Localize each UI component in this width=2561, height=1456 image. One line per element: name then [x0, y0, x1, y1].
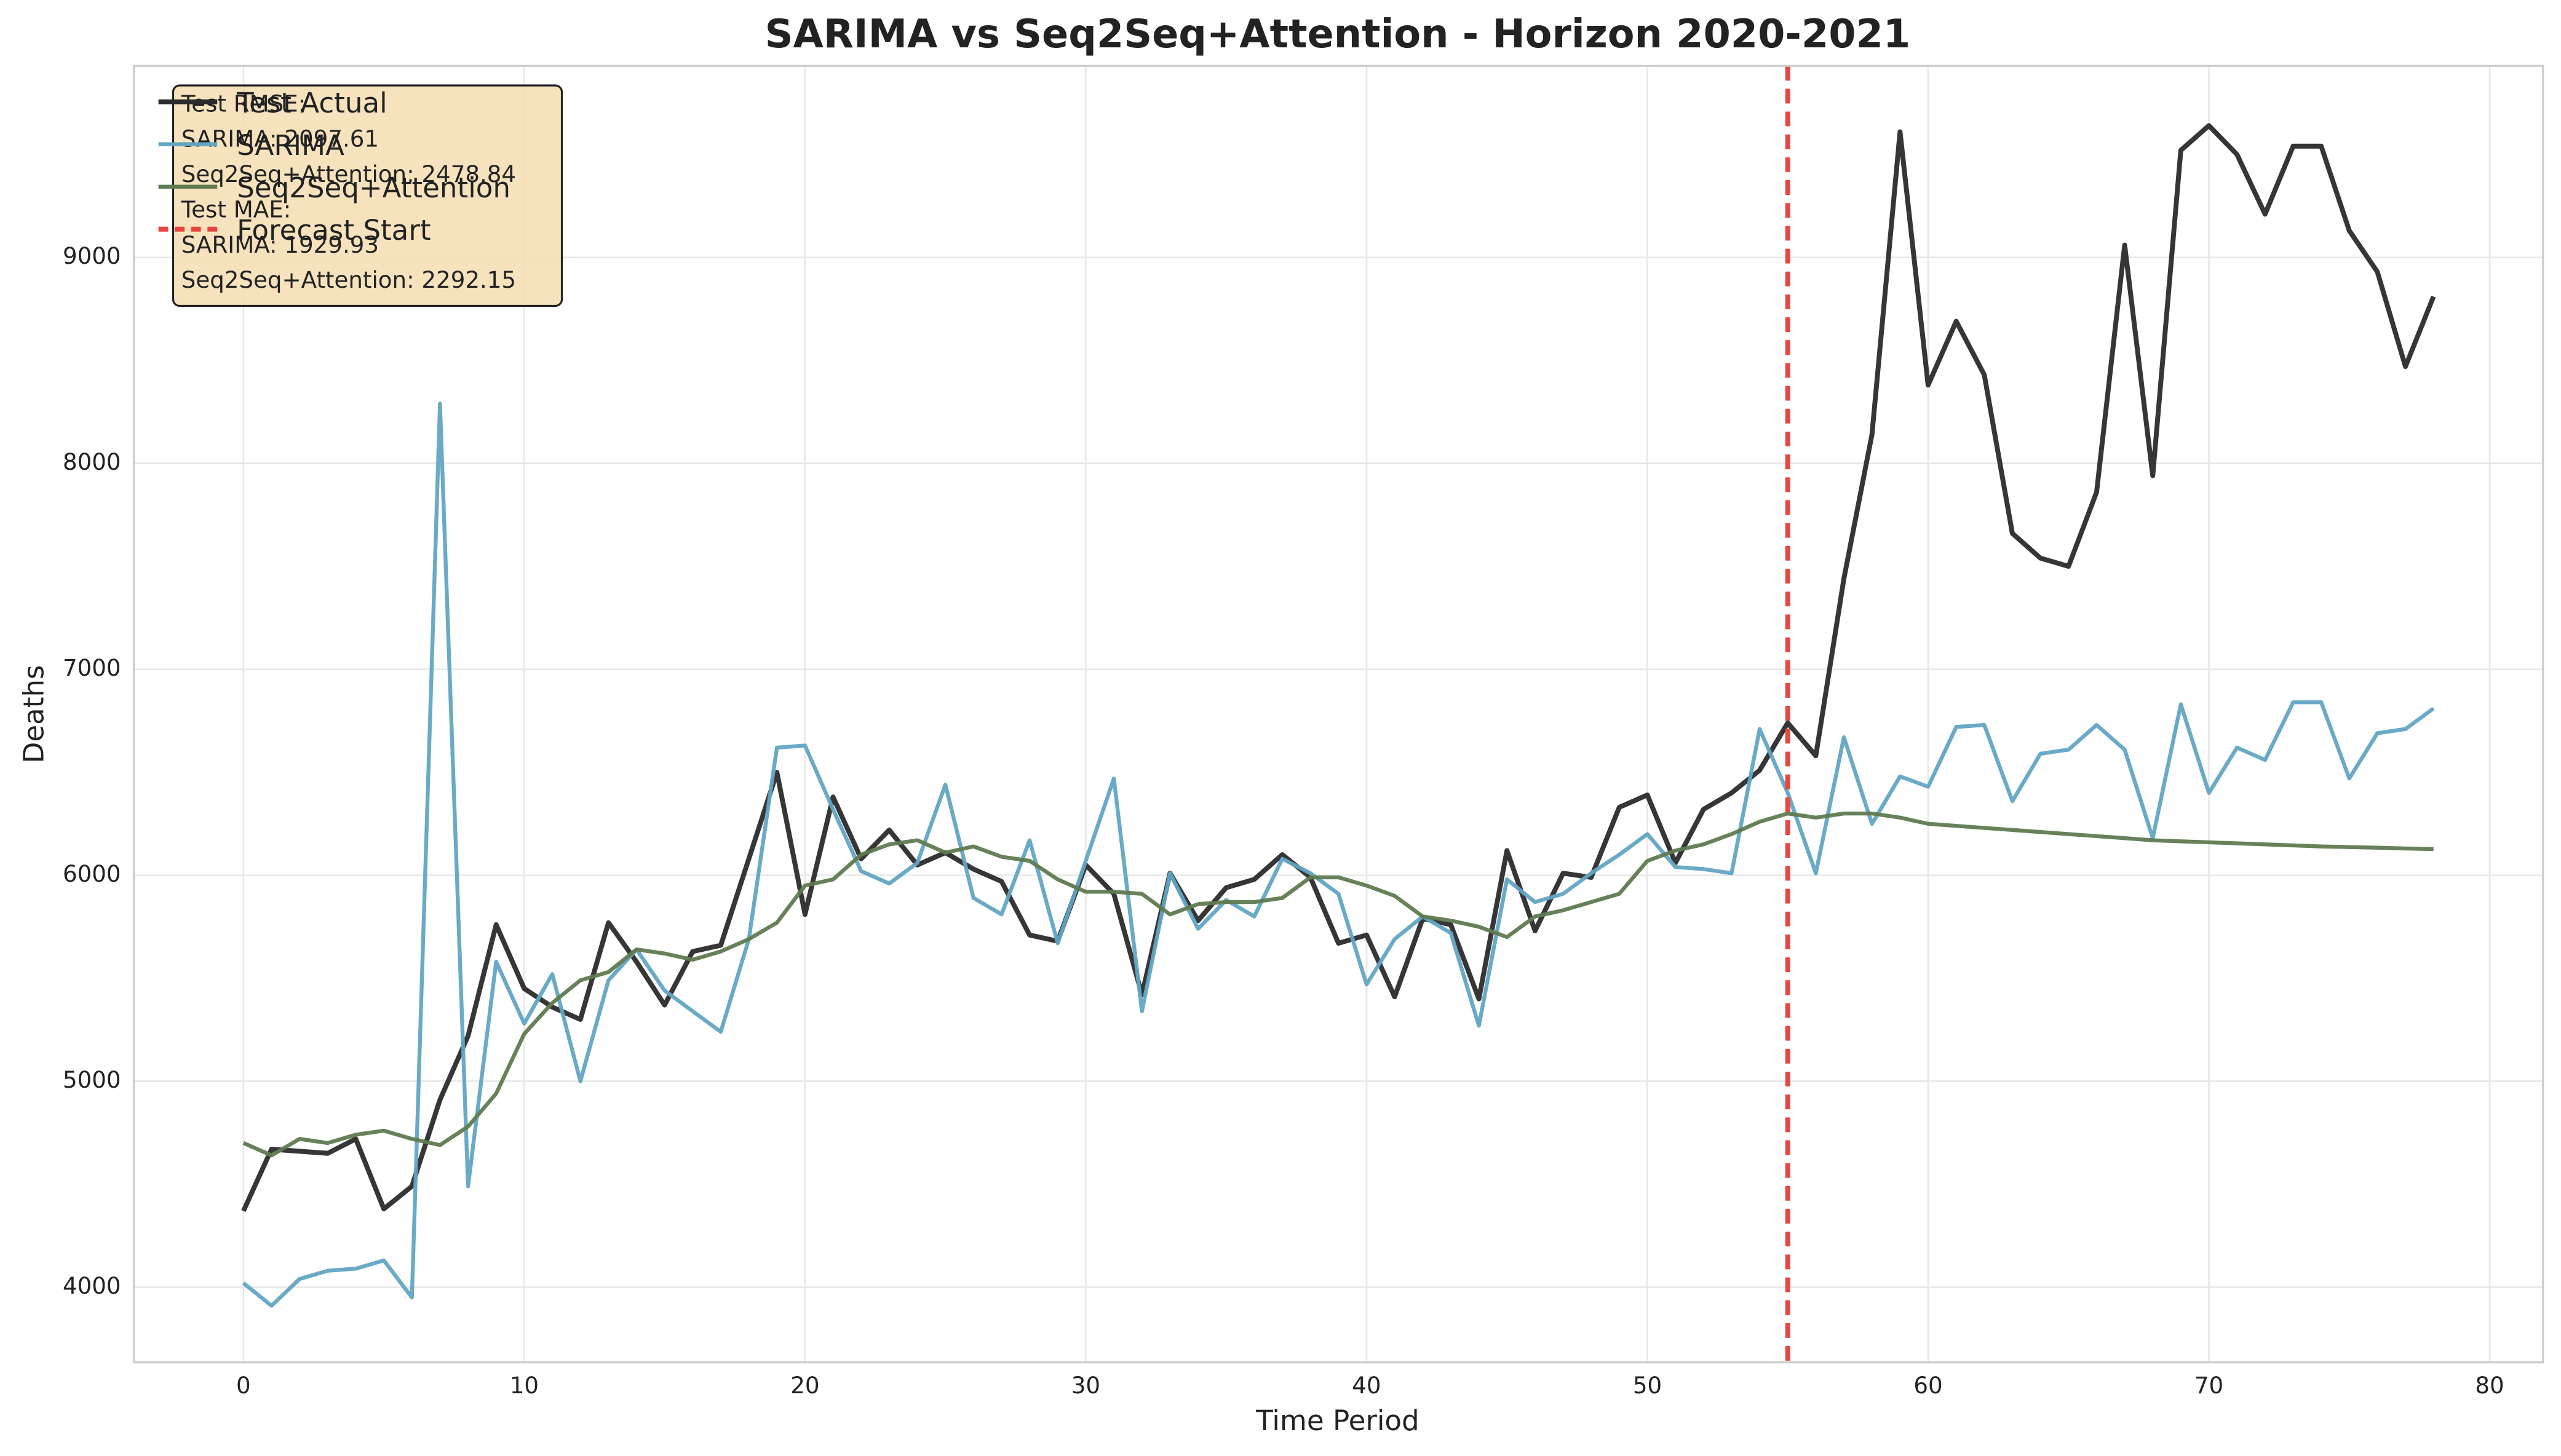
x-tick-label: 10 [510, 1372, 539, 1399]
x-tick-label: 70 [2194, 1372, 2223, 1399]
annotation-box [172, 84, 563, 307]
x-axis-label: Time Period [1255, 1404, 1419, 1437]
annotation: Test RMSE:SARIMA: 2097.61Seq2Seq+Attenti… [172, 84, 563, 307]
legend-label: Forecast Start [237, 214, 431, 247]
plot-frame [133, 65, 2544, 1364]
annotation-line: SARIMA: 1929.93 [181, 231, 379, 258]
series-line [241, 123, 2436, 1213]
annotation-line: Seq2Seq+Attention: 2292.15 [181, 266, 516, 293]
y-tick-label: 4000 [63, 1272, 121, 1299]
y-tick-label: 6000 [63, 860, 121, 887]
legend: Test Actual SARIMA Seq2Seq+Attention Foreca… [158, 87, 510, 247]
x-tick-label: 60 [1913, 1372, 1942, 1399]
x-tick-label: 40 [1352, 1372, 1381, 1399]
y-tick-label: 7000 [63, 654, 121, 681]
legend-label: Test Actual [236, 87, 387, 119]
x-tick-label: 80 [2475, 1372, 2504, 1399]
series-line [242, 402, 2435, 1308]
legend-label: Seq2Seq+Attention [237, 172, 510, 204]
x-tick-label: 0 [236, 1372, 251, 1399]
y-tick-label: 8000 [63, 448, 121, 475]
chart-title: SARIMA vs Seq2Seq+Attention - Horizon 20… [765, 12, 1911, 57]
annotation-line: Seq2Seq+Attention: 2478.84 [181, 160, 516, 188]
series-line [242, 811, 2434, 1158]
grid: 0 10 20 30 40 50 60 70 80 4000 5000 6000 7000 8000 900… [63, 66, 2543, 1399]
x-tick-label: 20 [790, 1372, 819, 1399]
x-tick-label: 30 [1071, 1372, 1100, 1399]
legend-label: SARIMA [237, 129, 344, 162]
x-tick-label: 50 [1633, 1372, 1662, 1399]
annotation-line: SARIMA: 2097.61 [181, 125, 379, 152]
plot-area [241, 66, 2436, 1363]
y-axis-label: Deaths [17, 665, 50, 763]
annotation-line: Test MAE: [181, 196, 291, 223]
y-tick-label: 5000 [63, 1066, 121, 1093]
y-tick-label: 9000 [63, 242, 121, 269]
